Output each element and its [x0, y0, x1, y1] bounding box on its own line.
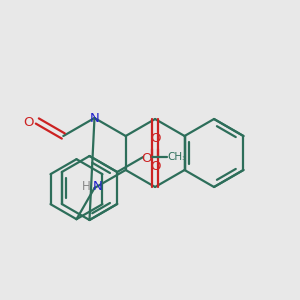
Text: O: O [150, 160, 160, 173]
Text: N: N [90, 112, 99, 124]
Text: CH₃: CH₃ [168, 152, 187, 162]
Text: O: O [150, 133, 160, 146]
Text: O: O [141, 152, 152, 164]
Text: H: H [82, 181, 91, 194]
Text: N: N [93, 181, 102, 194]
Text: O: O [23, 116, 34, 128]
